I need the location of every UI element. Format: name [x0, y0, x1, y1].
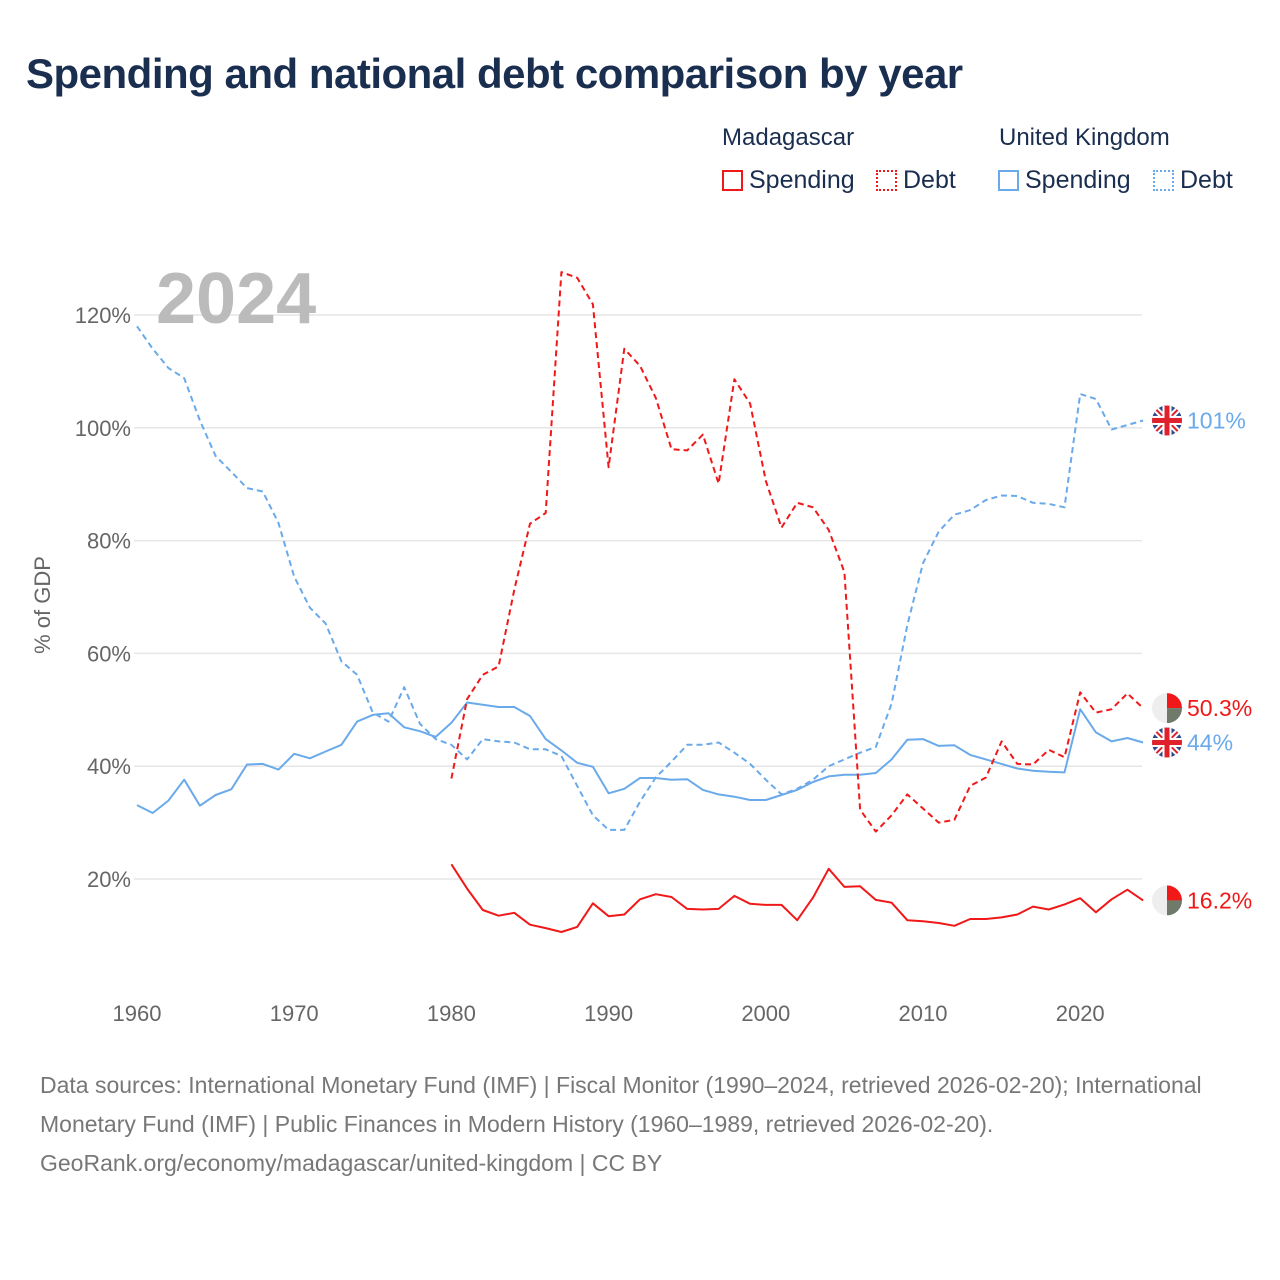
- legend-country-united-kingdom: United Kingdom: [999, 124, 1170, 151]
- legend-label: Debt: [1180, 166, 1233, 194]
- legend-country-madagascar: Madagascar: [722, 124, 855, 151]
- legend-madagascar-debt[interactable]: Debt: [876, 166, 956, 195]
- series-line-madagascar-spending: [450, 863, 1144, 933]
- y-axis-ticks: 20% 40% 60% 80% 100% 120%: [75, 303, 131, 892]
- uk-flag-icon: [1152, 727, 1182, 758]
- y-tick-label: 80%: [87, 529, 131, 554]
- series-line-united-kingdom-debt: [136, 325, 1144, 831]
- legend-label: Spending: [749, 166, 855, 194]
- dotted-swatch-icon: [876, 170, 897, 191]
- madagascar-flag-icon: [1152, 885, 1182, 916]
- series-line-united-kingdom-spending: [136, 701, 1144, 814]
- end-value-label: 50.3%: [1187, 695, 1252, 721]
- x-tick-label: 2010: [899, 1001, 948, 1026]
- dotted-swatch-icon: [1153, 170, 1174, 191]
- y-tick-label: 100%: [75, 416, 131, 441]
- footer: Data sources: International Monetary Fun…: [40, 1066, 1240, 1183]
- year-watermark: 2024: [156, 259, 316, 339]
- legend-uk-debt[interactable]: Debt: [1153, 166, 1233, 195]
- line-chart: 2024 % of GDP 20%40%60%80%100%120% 1960 1…: [30, 259, 1252, 1026]
- y-tick-label: 120%: [75, 303, 131, 328]
- legend-label: Debt: [903, 166, 956, 194]
- x-tick-label: 1960: [113, 1001, 162, 1026]
- end-value-label: 44%: [1187, 730, 1233, 756]
- x-tick-label: 2020: [1056, 1001, 1105, 1026]
- legend-uk-spending[interactable]: Spending: [998, 166, 1131, 195]
- y-tick-label: 60%: [87, 641, 131, 666]
- end-value-label: 16.2%: [1187, 887, 1252, 913]
- solid-swatch-icon: [722, 170, 743, 191]
- x-tick-label: 1990: [584, 1001, 633, 1026]
- end-value-label: 101%: [1187, 407, 1246, 433]
- chart-title: Spending and national debt comparison by…: [26, 50, 963, 97]
- madagascar-flag-icon: [1152, 693, 1182, 724]
- data-sources: Data sources: International Monetary Fun…: [40, 1072, 1202, 1137]
- solid-swatch-icon: [998, 170, 1019, 191]
- y-axis-label: % of GDP: [30, 556, 55, 654]
- legend-label: Spending: [1025, 166, 1131, 194]
- x-axis-ticks: 1960 1970 1980 1990 2000 2010 2020: [113, 1001, 1105, 1026]
- x-tick-label: 1980: [427, 1001, 476, 1026]
- end-labels: 101% 44% 50.3% 16.2%: [1152, 405, 1252, 916]
- uk-flag-icon: [1152, 405, 1182, 436]
- x-tick-label: 1970: [270, 1001, 319, 1026]
- source-link[interactable]: GeoRank.org/economy/madagascar/united-ki…: [40, 1150, 663, 1176]
- series-lines: [136, 271, 1144, 933]
- y-tick-label: 40%: [87, 754, 131, 779]
- gridlines: [134, 314, 1142, 880]
- series-line-madagascar-debt: [450, 271, 1144, 833]
- x-tick-label: 2000: [741, 1001, 790, 1026]
- y-tick-label: 20%: [87, 867, 131, 892]
- legend-madagascar-spending[interactable]: Spending: [722, 166, 855, 195]
